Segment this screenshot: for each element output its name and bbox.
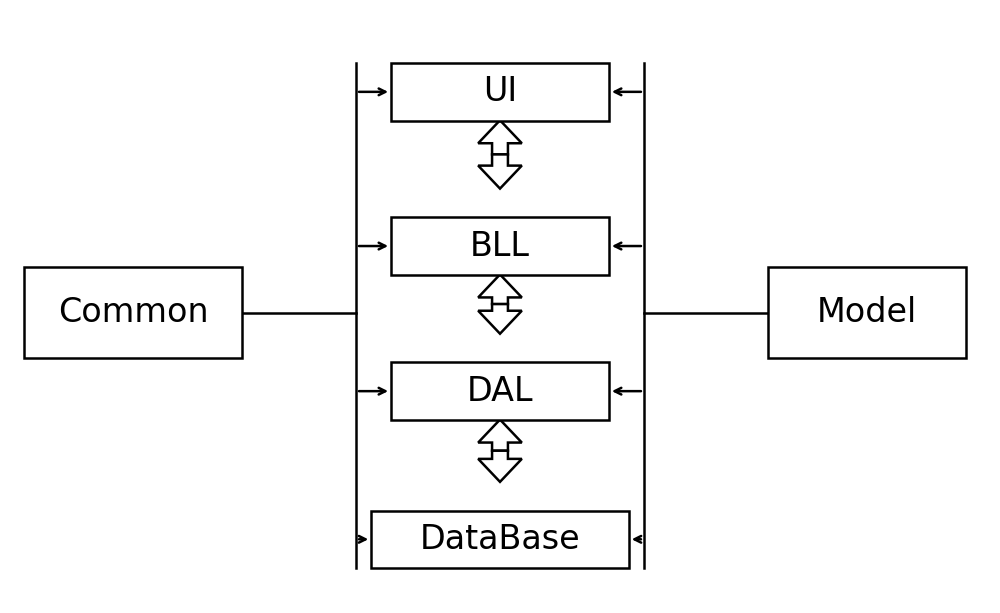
FancyBboxPatch shape [391, 63, 609, 121]
FancyBboxPatch shape [768, 267, 966, 358]
Polygon shape [478, 451, 522, 482]
Text: DataBase: DataBase [420, 523, 580, 556]
Polygon shape [478, 275, 522, 304]
Text: BLL: BLL [470, 229, 530, 262]
Polygon shape [478, 154, 522, 189]
FancyBboxPatch shape [24, 267, 242, 358]
Text: Common: Common [58, 296, 208, 329]
Polygon shape [478, 419, 522, 451]
Polygon shape [478, 120, 522, 154]
FancyBboxPatch shape [391, 218, 609, 275]
Text: UI: UI [483, 75, 517, 109]
Text: DAL: DAL [467, 375, 533, 408]
Polygon shape [478, 304, 522, 333]
FancyBboxPatch shape [371, 511, 629, 568]
FancyBboxPatch shape [391, 362, 609, 420]
Text: Model: Model [817, 296, 917, 329]
